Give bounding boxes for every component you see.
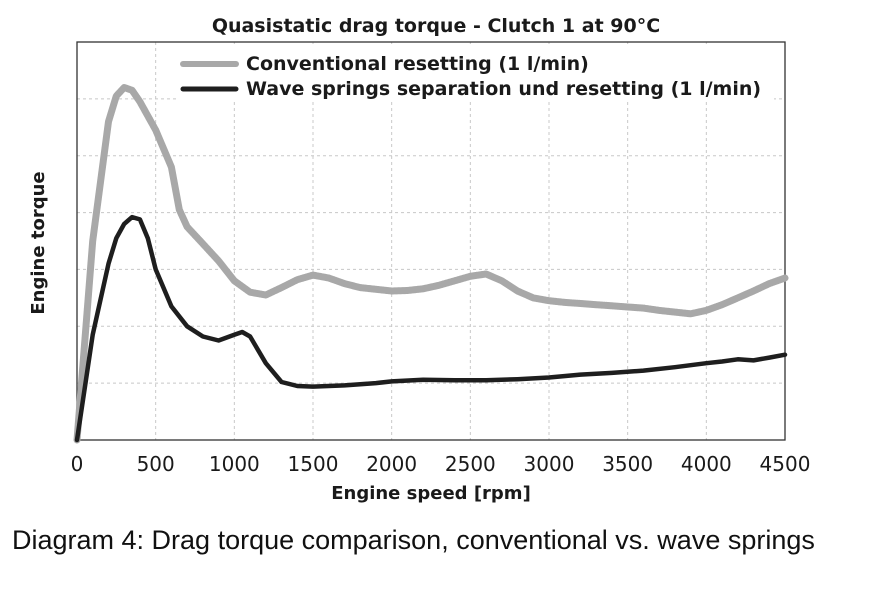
x-tick-label-2500: 2500 — [445, 452, 496, 476]
x-tick-label-2000: 2000 — [366, 452, 417, 476]
series-line-conventional — [73, 84, 789, 444]
x-tick-label-1500: 1500 — [288, 452, 339, 476]
legend-background — [178, 44, 774, 100]
y-axis-title: Engine torque — [28, 171, 49, 314]
x-tick-label-3000: 3000 — [524, 452, 575, 476]
figure-caption: Diagram 4: Drag torque comparison, conve… — [12, 525, 815, 555]
legend-label-wave-springs: Wave springs separation und resetting (1… — [246, 78, 761, 100]
x-tick-label-1000: 1000 — [209, 452, 260, 476]
plot-frame — [76, 41, 786, 441]
x-tick-label-3500: 3500 — [602, 452, 653, 476]
x-tick-label-4000: 4000 — [681, 452, 732, 476]
series-line-wave-springs — [74, 214, 788, 443]
legend-label-conventional: Conventional resetting (1 l/min) — [246, 53, 589, 75]
x-tick-label-0: 0 — [71, 452, 84, 476]
x-tick-label-500: 500 — [137, 452, 175, 476]
legend: Conventional resetting (1 l/min) Wave sp… — [178, 44, 774, 100]
x-axis-title: Engine speed [rpm] — [331, 483, 531, 504]
series-layer — [73, 84, 789, 444]
x-tick-labels: 0 500 1000 1500 2000 2500 3000 3500 4000 4500 — [71, 452, 811, 476]
chart-title: Quasistatic drag torque - Clutch 1 at 90… — [212, 15, 660, 37]
x-tick-label-4500: 4500 — [760, 452, 811, 476]
drag-torque-chart: 0 500 1000 1500 2000 2500 3000 3500 4000 4500 Qua… — [28, 15, 811, 504]
